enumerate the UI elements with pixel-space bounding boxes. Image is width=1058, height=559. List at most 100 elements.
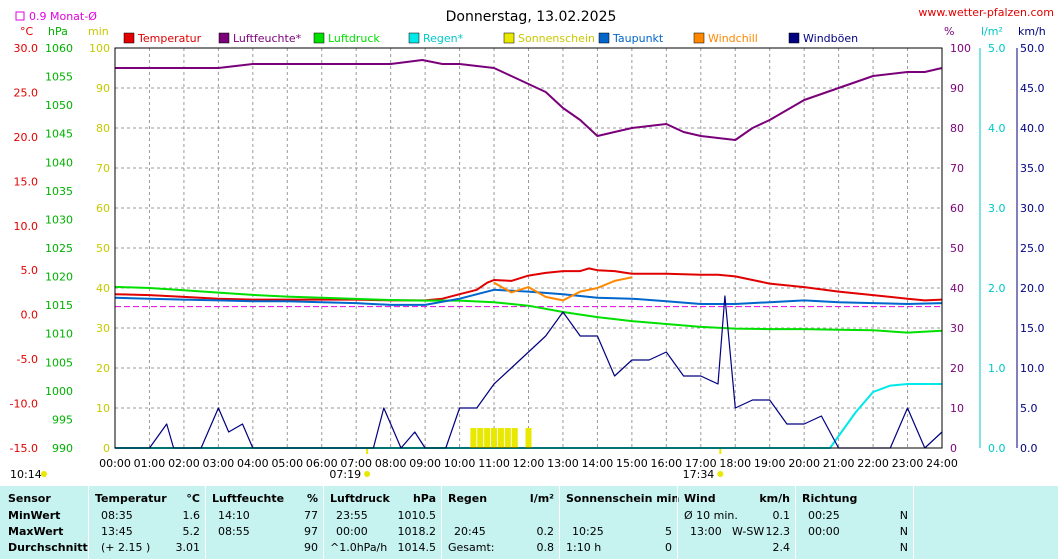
sun-max-time: 10:25 xyxy=(572,525,604,538)
pct-tick-label: 50 xyxy=(950,242,964,255)
chart-grid xyxy=(115,48,942,448)
col-empty xyxy=(913,486,1058,559)
pct-tick-label: 60 xyxy=(950,202,964,215)
wind-tick-label: 40.0 xyxy=(1020,122,1045,135)
sunshine-bar xyxy=(504,428,511,448)
rain-max-value: 0.2 xyxy=(536,525,555,538)
hpa-tick-label: 1005 xyxy=(45,356,73,369)
temp-tick-label: 30.0 xyxy=(14,42,39,55)
legend-swatch xyxy=(218,32,230,44)
rain-total-label: Gesamt: xyxy=(448,541,495,554)
temp-min-value: 1.6 xyxy=(182,509,201,522)
x-tick-label: 04:00 xyxy=(237,457,269,470)
press-avg-value: 1014.5 xyxy=(397,541,437,554)
sunshine-bar xyxy=(497,428,504,448)
sun-total-value: 0 xyxy=(665,541,672,554)
legend-label: Sonnenschein xyxy=(518,32,595,45)
legend-label: Windböen xyxy=(803,32,858,45)
min-tick-label: 80 xyxy=(96,122,110,135)
x-tick-label: 14:00 xyxy=(582,457,614,470)
wind-tick-label: 50.0 xyxy=(1020,42,1045,55)
x-tick-label: 06:00 xyxy=(306,457,338,470)
pct-tick-label: 0 xyxy=(950,442,957,455)
legend-swatch xyxy=(123,32,135,44)
dir-min-time: 00:25 xyxy=(808,509,840,522)
temp-tick-label: 0.0 xyxy=(21,309,39,322)
pct-tick-label: 70 xyxy=(950,162,964,175)
series-line-luftfeuchte xyxy=(115,59,943,141)
hum-max-time: 08:55 xyxy=(218,525,250,538)
legend-swatch xyxy=(313,32,325,44)
dir-avg-value: N xyxy=(899,541,908,554)
x-tick-label: 05:00 xyxy=(271,457,303,470)
plot-frame xyxy=(114,47,1018,449)
rain-tick-label: 4.0 xyxy=(988,122,1006,135)
sun-marker-icon xyxy=(41,471,47,477)
x-tick-label: 17:00 xyxy=(685,457,717,470)
x-tick-label: 12:00 xyxy=(513,457,545,470)
legend-swatch xyxy=(788,32,800,44)
wind-tick-label: 10.0 xyxy=(1020,362,1045,375)
hdr-press-unit: hPa xyxy=(412,492,436,505)
row-label-avg: Durchschnitt xyxy=(8,541,88,554)
x-tick-label: 22:00 xyxy=(857,457,889,470)
unit-temp: °C xyxy=(20,25,34,38)
legend-swatch xyxy=(693,32,705,44)
legend-swatch xyxy=(408,32,420,44)
min-tick-label: 20 xyxy=(96,362,110,375)
hdr-sensor: Sensor xyxy=(8,492,51,505)
hpa-tick-label: 990 xyxy=(52,442,73,455)
rain-tick-label: 5.0 xyxy=(988,42,1006,55)
hpa-tick-label: 1035 xyxy=(45,185,73,198)
site-link[interactable]: www.wetter-pfalzen.com xyxy=(918,6,1054,19)
pct-tick-label: 90 xyxy=(950,82,964,95)
temp-min-time: 08:35 xyxy=(101,509,133,522)
min-tick-label: 90 xyxy=(96,82,110,95)
temp-tick-label: 15.0 xyxy=(14,175,39,188)
min-tick-label: 100 xyxy=(89,42,110,55)
hdr-rain-unit: l/m² xyxy=(529,492,554,505)
temp-max-time: 13:45 xyxy=(101,525,133,538)
sun-total-time: 1:10 h xyxy=(566,541,602,554)
col-sonnenschein: Sonnenschein min 10:25 5 1:10 h 0 xyxy=(559,486,679,559)
x-tick-label: 18:00 xyxy=(719,457,751,470)
x-tick-label: 02:00 xyxy=(168,457,200,470)
hpa-tick-label: 1025 xyxy=(45,242,73,255)
pct-tick-label: 100 xyxy=(950,42,971,55)
hpa-tick-label: 1060 xyxy=(45,42,73,55)
press-trend: ^1.0hPa/h xyxy=(330,541,388,554)
hum-max-value: 97 xyxy=(304,525,318,538)
stats-table: Sensor MinWert MaxWert Durchschnitt Temp… xyxy=(0,486,1058,559)
hdr-wind-unit: km/h xyxy=(759,492,790,505)
pct-tick-label: 40 xyxy=(950,282,964,295)
series-line-regen xyxy=(115,383,942,449)
min-tick-label: 30 xyxy=(96,322,110,335)
x-tick-label: 01:00 xyxy=(134,457,166,470)
series-line-windböen xyxy=(115,295,943,449)
pct-tick-label: 10 xyxy=(950,402,964,415)
x-tick-label: 21:00 xyxy=(823,457,855,470)
x-tick-label: 15:00 xyxy=(616,457,648,470)
rain-tick-label: 3.0 xyxy=(988,202,1006,215)
wind-min-value: 0.1 xyxy=(772,509,791,522)
x-tick-label: 11:00 xyxy=(478,457,510,470)
series-line-taupunkt xyxy=(114,288,943,306)
col-sensor: Sensor MinWert MaxWert Durchschnitt xyxy=(0,486,88,559)
x-tick-label: 07:00 xyxy=(340,457,372,470)
hdr-wind: Wind xyxy=(684,492,716,505)
weather-chart: Donnerstag, 13.02.2025 www.wetter-pfalze… xyxy=(9,6,1054,481)
col-temperatur: Temperatur °C 08:35 1.6 13:45 5.2 (+ 2.1… xyxy=(88,486,206,559)
wind-avg-value: 2.4 xyxy=(772,541,791,554)
sunshine-bar xyxy=(525,428,532,448)
press-max-time: 00:00 xyxy=(336,525,368,538)
x-tick-label: 16:00 xyxy=(650,457,682,470)
rain-tick-label: 1.0 xyxy=(988,362,1006,375)
hum-min-value: 77 xyxy=(304,509,318,522)
chart-legend: Temperatur Luftfeuchte* Luftdruck Regen* Son… xyxy=(123,32,858,45)
rain-total-value: 0.8 xyxy=(536,541,555,554)
rain-tick-label: 0.0 xyxy=(988,442,1006,455)
hpa-tick-label: 995 xyxy=(52,413,73,426)
rain-tick-label: 2.0 xyxy=(988,282,1006,295)
series-line-luftdruck xyxy=(114,285,942,334)
unit-pct: % xyxy=(944,25,954,38)
